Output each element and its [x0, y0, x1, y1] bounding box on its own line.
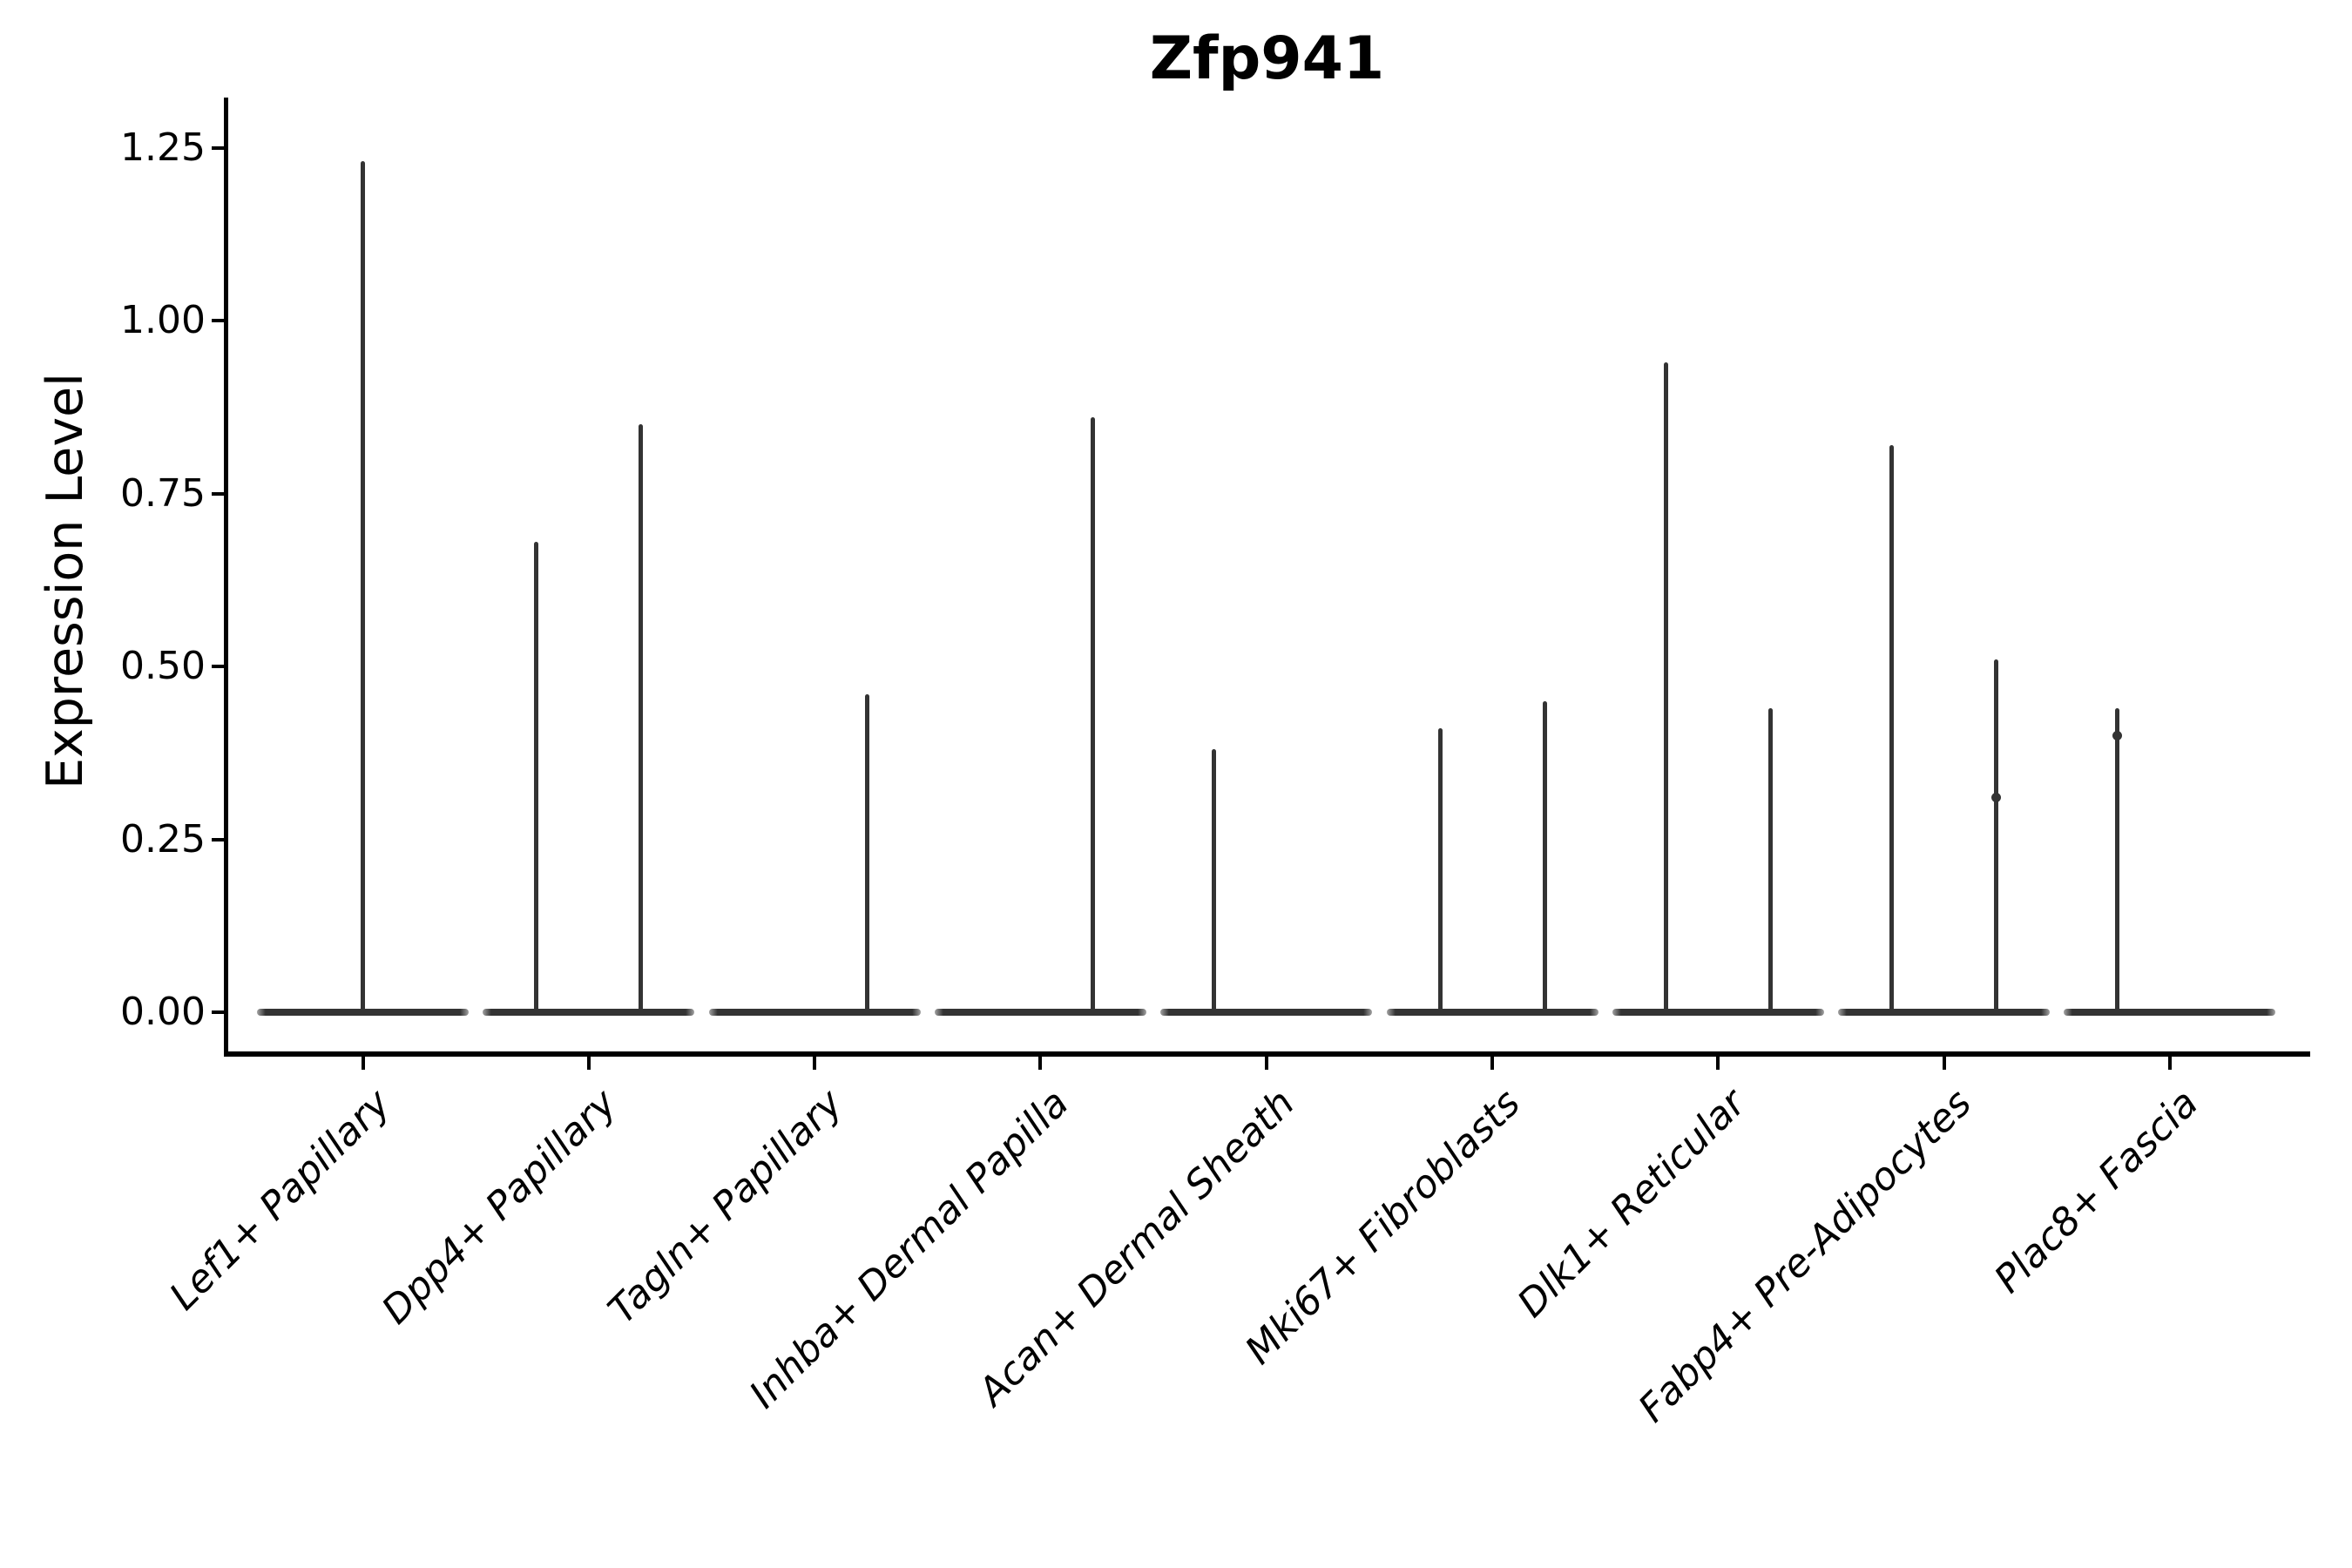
x-tick-mark: [1490, 1057, 1494, 1070]
y-tick-mark: [212, 665, 224, 668]
violin-spike: [1542, 700, 1547, 1012]
x-tick-mark: [1038, 1057, 1043, 1070]
violin-spike: [1437, 728, 1443, 1012]
y-tick-mark: [212, 1010, 224, 1014]
violin-spike: [1994, 659, 1999, 1012]
y-axis-label: Expression Level: [37, 373, 94, 789]
violin-baseline: [2064, 1009, 2276, 1016]
violin-baseline: [1612, 1009, 1824, 1016]
x-axis-spine: [224, 1051, 2310, 1057]
plot-title: Zfp941: [1149, 24, 1385, 93]
x-tick-mark: [361, 1057, 365, 1070]
violin-baseline: [1386, 1009, 1598, 1016]
x-tick-mark: [1716, 1057, 1720, 1070]
violin-spike: [864, 693, 869, 1012]
x-tick-mark: [1942, 1057, 1946, 1070]
x-tick-label: Tagln+ Papillary: [599, 1080, 852, 1333]
y-tick-label: 0.50: [120, 644, 206, 688]
x-tick-label: Lef1+ Papillary: [161, 1080, 400, 1319]
violin-spike: [2115, 707, 2120, 1012]
y-axis-spine: [224, 98, 228, 1057]
violin-density-bump: [1991, 793, 2002, 803]
y-tick-mark: [212, 145, 224, 150]
x-tick-mark: [586, 1057, 591, 1070]
x-tick-label: Dlk1+ Reticular: [1509, 1080, 1755, 1327]
y-tick-mark: [212, 837, 224, 841]
violin-baseline: [708, 1009, 921, 1016]
x-tick-label: Plac8+ Fascia: [1985, 1080, 2207, 1302]
y-tick-label: 1.00: [120, 298, 206, 342]
violin-spike: [1090, 417, 1095, 1012]
y-tick-mark: [212, 491, 224, 496]
violin-baseline: [1838, 1009, 2051, 1016]
violin-spike: [361, 161, 365, 1012]
violin-baseline: [1160, 1009, 1373, 1016]
violin-spike: [1212, 749, 1217, 1012]
violin-baseline: [934, 1009, 1146, 1016]
y-tick-mark: [212, 319, 224, 322]
violin-baseline: [257, 1009, 469, 1016]
violin-density-bump: [2112, 730, 2123, 740]
violin-spike: [1889, 444, 1895, 1012]
violin-spike: [1767, 707, 1773, 1012]
y-tick-label: 1.25: [120, 125, 206, 170]
violin-baseline: [483, 1009, 695, 1016]
x-tick-mark: [1264, 1057, 1268, 1070]
violin-spike: [1663, 362, 1668, 1012]
y-tick-label: 0.75: [120, 470, 206, 516]
y-tick-label: 0.25: [120, 816, 206, 862]
y-tick-label: 0.00: [120, 990, 206, 1034]
x-tick-mark: [813, 1057, 817, 1070]
x-tick-mark: [2167, 1057, 2172, 1070]
violin-spike: [639, 424, 644, 1012]
x-tick-label: Dpp4+ Papillary: [373, 1080, 625, 1333]
violin-spike: [534, 542, 539, 1012]
